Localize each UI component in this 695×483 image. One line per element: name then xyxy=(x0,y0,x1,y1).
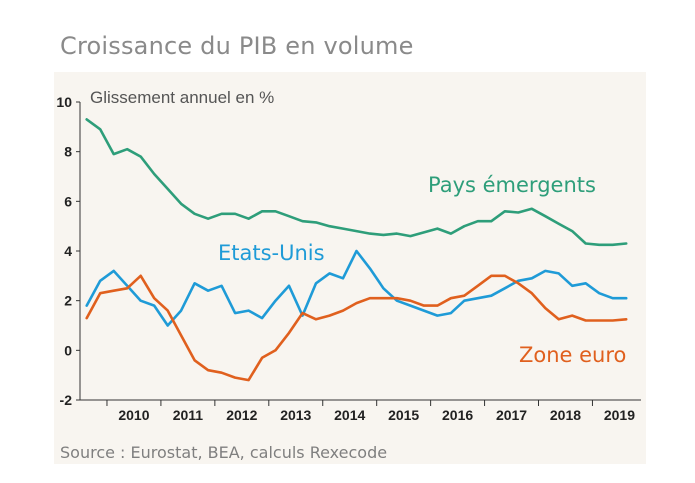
y-tick-label-8: 8 xyxy=(64,144,72,160)
x-tick-label-2014: 2014 xyxy=(334,407,365,423)
x-tick-label-2010: 2010 xyxy=(118,407,149,423)
y-tick-label-0: 0 xyxy=(64,342,72,358)
x-tick-label-2012: 2012 xyxy=(226,407,257,423)
x-tick-label-2016: 2016 xyxy=(442,407,473,423)
chart-panel xyxy=(54,72,646,464)
series-line-us xyxy=(85,249,628,327)
x-tick-label-2018: 2018 xyxy=(550,407,581,423)
chart-axes: -2 0 2 4 6 8 10 2010 2011 2012 2013 2014 2015 2016 201… xyxy=(56,94,641,423)
chart-series xyxy=(85,118,628,382)
x-tick-label-2015: 2015 xyxy=(388,407,419,423)
chart-subtitle: Glissement annuel en % xyxy=(90,88,275,107)
y-tick-label-4: 4 xyxy=(64,243,72,259)
series-label-us: Etats-Unis xyxy=(218,241,325,265)
series-label-euro: Zone euro xyxy=(519,343,627,367)
x-tick-label-2011: 2011 xyxy=(173,407,204,423)
x-tick-label-2017: 2017 xyxy=(496,407,527,423)
y-tick-label--2: -2 xyxy=(60,392,73,408)
source-note: Source : Eurostat, BEA, calculs Rexecode xyxy=(60,443,388,462)
y-tick-label-2: 2 xyxy=(64,293,72,309)
x-tick-label-2019: 2019 xyxy=(604,407,635,423)
series-line-euro xyxy=(85,274,628,382)
x-tick-label-2013: 2013 xyxy=(280,407,311,423)
y-tick-label-10: 10 xyxy=(56,94,72,110)
chart-title: Croissance du PIB en volume xyxy=(60,32,414,60)
y-tick-label-6: 6 xyxy=(64,193,72,209)
series-label-emerging: Pays émergents xyxy=(428,173,596,197)
series-line-emerging xyxy=(85,118,628,247)
